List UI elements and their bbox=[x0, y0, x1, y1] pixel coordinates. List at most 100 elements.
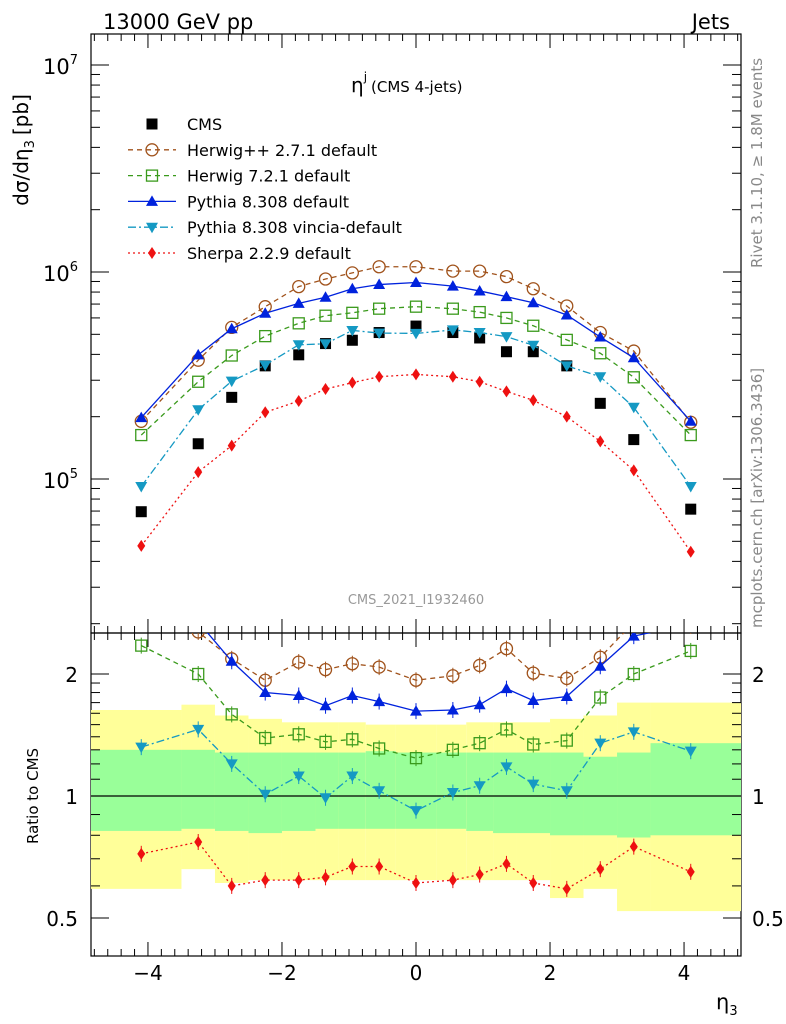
data-point bbox=[560, 734, 573, 747]
data-point bbox=[348, 860, 357, 873]
data-point bbox=[529, 394, 538, 407]
series-line bbox=[140, 306, 692, 436]
series-line bbox=[141, 841, 692, 890]
data-point bbox=[135, 613, 147, 625]
legend-label: Herwig++ 2.7.1 default bbox=[187, 141, 377, 160]
y-axis-label-unit: [pb] bbox=[9, 94, 33, 135]
data-point bbox=[348, 376, 357, 389]
data-point bbox=[685, 620, 697, 632]
data-point bbox=[446, 302, 460, 315]
band-inner-segment bbox=[650, 743, 741, 836]
band-inner-segment bbox=[516, 752, 551, 834]
data-point bbox=[346, 689, 359, 701]
data-point bbox=[192, 724, 205, 736]
data-point bbox=[562, 882, 571, 895]
data-point bbox=[410, 328, 422, 340]
series-line bbox=[140, 645, 691, 759]
data-point bbox=[135, 639, 148, 652]
data-point bbox=[319, 309, 332, 322]
main-series-group bbox=[134, 260, 698, 558]
data-point bbox=[259, 731, 272, 745]
data-point bbox=[596, 863, 605, 876]
data-point bbox=[319, 793, 332, 804]
data-point bbox=[448, 874, 457, 887]
data-point bbox=[527, 779, 540, 791]
data-point bbox=[473, 264, 487, 278]
data-point bbox=[259, 360, 272, 372]
data-point bbox=[409, 673, 423, 687]
data-point bbox=[346, 771, 359, 783]
data-point bbox=[627, 351, 640, 363]
ratio-tick-label-right: 1 bbox=[752, 785, 765, 809]
data-point bbox=[191, 633, 205, 639]
ratio-tick-label: 2 bbox=[65, 663, 78, 687]
data-point bbox=[627, 633, 640, 641]
data-point bbox=[259, 329, 272, 343]
data-point bbox=[412, 877, 420, 890]
data-point bbox=[261, 406, 270, 419]
data-point bbox=[473, 328, 486, 339]
ratio-tick-label-right: 0.5 bbox=[752, 907, 784, 931]
data-point bbox=[137, 539, 146, 552]
data-point bbox=[684, 644, 697, 658]
data-point bbox=[473, 737, 486, 750]
data-point bbox=[627, 727, 640, 738]
data-point bbox=[292, 689, 305, 701]
data-point bbox=[473, 658, 487, 673]
data-point bbox=[627, 371, 640, 384]
data-point bbox=[446, 788, 459, 799]
data-point bbox=[135, 428, 148, 442]
band-inner-segment bbox=[91, 749, 182, 831]
data-point bbox=[409, 300, 423, 313]
data-point bbox=[500, 762, 513, 773]
data-point bbox=[294, 395, 303, 408]
data-point bbox=[321, 871, 330, 884]
legend-label: Pythia 8.308 vincia-default bbox=[187, 218, 402, 237]
plot-title-sup: j bbox=[363, 70, 367, 84]
data-point bbox=[446, 704, 459, 715]
mcplots-info: mcplots.cern.ch [arXiv:1306.3436] bbox=[748, 368, 766, 628]
data-point bbox=[594, 691, 607, 704]
x-tick-label: 0 bbox=[410, 961, 423, 985]
x-tick-label: −2 bbox=[267, 961, 296, 985]
band-inner-segment bbox=[281, 752, 316, 831]
ratio-uncertainty-bands bbox=[91, 702, 741, 912]
data-point bbox=[135, 742, 148, 754]
data-point bbox=[292, 728, 305, 741]
data-point bbox=[684, 428, 697, 442]
series-line bbox=[140, 281, 692, 422]
legend-marker bbox=[145, 143, 159, 157]
data-point bbox=[594, 331, 607, 342]
data-point bbox=[375, 370, 384, 383]
data-point bbox=[527, 340, 540, 352]
plot-title-tail: (CMS 4-jets) bbox=[371, 78, 462, 96]
ratio-tick-label: 0.5 bbox=[46, 907, 78, 931]
band-inner-segment bbox=[315, 752, 339, 829]
data-point bbox=[294, 874, 303, 887]
data-point bbox=[192, 405, 205, 416]
data-point bbox=[500, 332, 513, 343]
data-point bbox=[560, 671, 574, 686]
data-point bbox=[318, 663, 333, 677]
data-point bbox=[527, 694, 540, 706]
data-point bbox=[346, 733, 359, 746]
data-point bbox=[410, 806, 422, 817]
data-point bbox=[346, 306, 359, 319]
data-point bbox=[627, 402, 640, 414]
data-point bbox=[192, 375, 205, 388]
data-point bbox=[500, 290, 513, 302]
legend-label: Herwig 7.2.1 default bbox=[187, 167, 350, 186]
legend-label: Pythia 8.308 default bbox=[187, 192, 349, 211]
data-point bbox=[596, 435, 605, 448]
data-point bbox=[372, 260, 386, 274]
header-energy: 13000 GeV pp bbox=[103, 10, 253, 34]
data-point bbox=[446, 669, 460, 683]
data-point bbox=[500, 346, 512, 358]
data-point bbox=[192, 348, 205, 360]
data-point bbox=[499, 641, 514, 656]
data-point bbox=[227, 439, 236, 452]
data-point bbox=[346, 325, 359, 337]
plot-title-main: η bbox=[351, 73, 364, 97]
band-inner-segment bbox=[181, 749, 215, 829]
